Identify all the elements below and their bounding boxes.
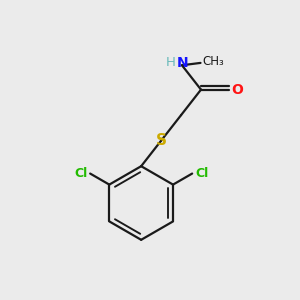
Text: Cl: Cl [195, 167, 208, 180]
Text: CH₃: CH₃ [202, 55, 224, 68]
Text: O: O [231, 82, 243, 97]
Text: Cl: Cl [74, 167, 87, 180]
Text: N: N [177, 56, 189, 70]
Text: H: H [166, 56, 176, 69]
Text: S: S [156, 133, 167, 148]
